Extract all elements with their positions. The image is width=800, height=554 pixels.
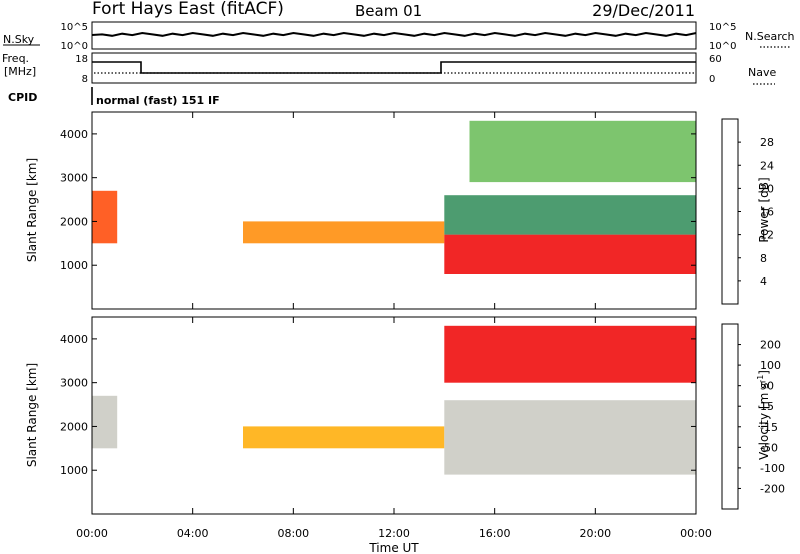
power-panel: 1000 2000 3000 4000 Slant Range [km] 28 24 20… <box>25 111 774 310</box>
colorbar-tick-label-1-6: -100 <box>760 462 785 475</box>
x-axis-label: Time UT <box>368 541 419 554</box>
cpid-label: CPID <box>8 91 37 104</box>
ytick-label-0-3: 4000 <box>60 128 88 141</box>
colorbar-tick-label-0-1: 24 <box>760 159 774 172</box>
ytick-label-0-0: 1000 <box>60 259 88 272</box>
power-data-layer <box>92 120 696 274</box>
velocity-panel: 1000 2000 3000 4000 00:00 04:00 08:00 12:00 16:0… <box>25 316 785 540</box>
ytick-label-0-2: 3000 <box>60 172 88 185</box>
nsearch-tick-top: 10^5 <box>709 22 736 33</box>
velocity-colorbar-label-end: ] <box>757 370 771 375</box>
heatmap-region-0-4 <box>469 120 696 183</box>
xtick-label-5: 20:00 <box>579 527 611 540</box>
xtick-label-0: 00:00 <box>76 527 108 540</box>
date-title: 29/Dec/2011 <box>592 1 695 20</box>
colorbar-frame-1 <box>721 323 739 510</box>
colorbar-tick-label-0-3: 16 <box>760 206 774 219</box>
velocity-colorbar: 200 100 50 15 -15 -50 -100 -200 <box>721 323 785 510</box>
ytick-label-1-0: 1000 <box>60 464 88 477</box>
colorbar-tick-label-1-3: 15 <box>760 400 774 413</box>
heatmap-region-0-2 <box>444 234 696 274</box>
colorbar-tick-label-1-2: 50 <box>760 380 774 393</box>
colorbar-tick-label-1-5: -50 <box>760 441 778 454</box>
colorbar-tick-label-1-4: -15 <box>760 421 778 434</box>
colorbar-tick-label-0-0: 28 <box>760 136 774 149</box>
power-colorbar-label: Power [dB] <box>757 177 771 242</box>
power-colorbar: 28 24 20 16 12 8 4 <box>721 118 774 305</box>
colorbar-tick-label-0-2: 20 <box>760 182 774 195</box>
ytick-label-0-1: 2000 <box>60 215 88 228</box>
velocity-ylabel: Slant Range [km] <box>25 363 39 467</box>
velocity-colorbar-label-main: Velocity [m s <box>757 383 771 460</box>
colorbar-tick-label-1-1: 100 <box>760 359 781 372</box>
cpid-text: normal (fast) 151 IF <box>96 94 220 107</box>
freq-label-2: [MHz] <box>4 65 36 78</box>
nsky-tick-bottom: 10^0 <box>61 41 88 52</box>
nsky-trace <box>91 31 697 37</box>
colorbar-tick-label-1-7: -200 <box>760 482 785 495</box>
ytick-label-1-3: 4000 <box>60 333 88 346</box>
freq-trace <box>92 61 696 74</box>
velocity-axes: 1000 2000 3000 4000 00:00 04:00 08:00 12:00 16:0… <box>60 317 712 540</box>
velocity-colorbar-label-sup: -1 <box>756 375 765 383</box>
nave-tick-top: 60 <box>709 54 722 65</box>
colorbar-frame-0 <box>721 118 739 305</box>
xtick-label-1: 04:00 <box>177 527 209 540</box>
xtick-label-6: 00:00 <box>680 527 712 540</box>
heatmap-region-0-3 <box>444 195 696 235</box>
xtick-label-4: 16:00 <box>479 527 511 540</box>
freq-panel: Freq. [MHz] 18 8 60 0 Nave <box>2 52 776 85</box>
nsky-panel: N.Sky 10^5 10^0 10^5 10^0 N.Search <box>3 21 795 52</box>
xtick-label-3: 12:00 <box>378 527 410 540</box>
nsearch-tick-bottom: 10^0 <box>709 41 736 52</box>
heatmap-region-1-2 <box>444 400 696 475</box>
heatmap-region-0-0 <box>92 190 118 244</box>
colorbar-tick-label-1-0: 200 <box>760 339 781 352</box>
station-title: Fort Hays East (fitACF) <box>92 0 284 19</box>
nave-label: Nave <box>748 66 776 79</box>
velocity-colorbar-label: Velocity [m s-1] <box>756 370 771 460</box>
nsky-tick-top: 10^5 <box>61 22 88 33</box>
nave-tick-bottom: 0 <box>709 74 715 85</box>
colorbar-tick-label-0-5: 8 <box>760 252 767 265</box>
freq-tick-top: 18 <box>75 54 88 65</box>
beam-title: Beam 01 <box>355 2 422 20</box>
heatmap-region-1-0 <box>92 395 118 449</box>
xtick-label-2: 08:00 <box>277 527 309 540</box>
heatmap-region-1-1 <box>243 426 445 449</box>
nsearch-label: N.Search <box>745 30 795 43</box>
power-axes: 1000 2000 3000 4000 <box>60 112 697 309</box>
colorbar-tick-label-0-4: 12 <box>760 229 774 242</box>
power-ylabel: Slant Range [km] <box>25 158 39 262</box>
freq-label-1: Freq. <box>2 52 29 65</box>
heatmap-region-0-1 <box>243 221 445 244</box>
heatmap-region-1-3 <box>444 325 696 383</box>
ytick-label-1-2: 3000 <box>60 377 88 390</box>
nsky-label: N.Sky <box>3 33 35 46</box>
freq-tick-bottom: 8 <box>82 74 88 85</box>
ytick-label-1-1: 2000 <box>60 420 88 433</box>
colorbar-tick-label-0-6: 4 <box>760 275 767 288</box>
velocity-data-layer <box>92 325 696 475</box>
